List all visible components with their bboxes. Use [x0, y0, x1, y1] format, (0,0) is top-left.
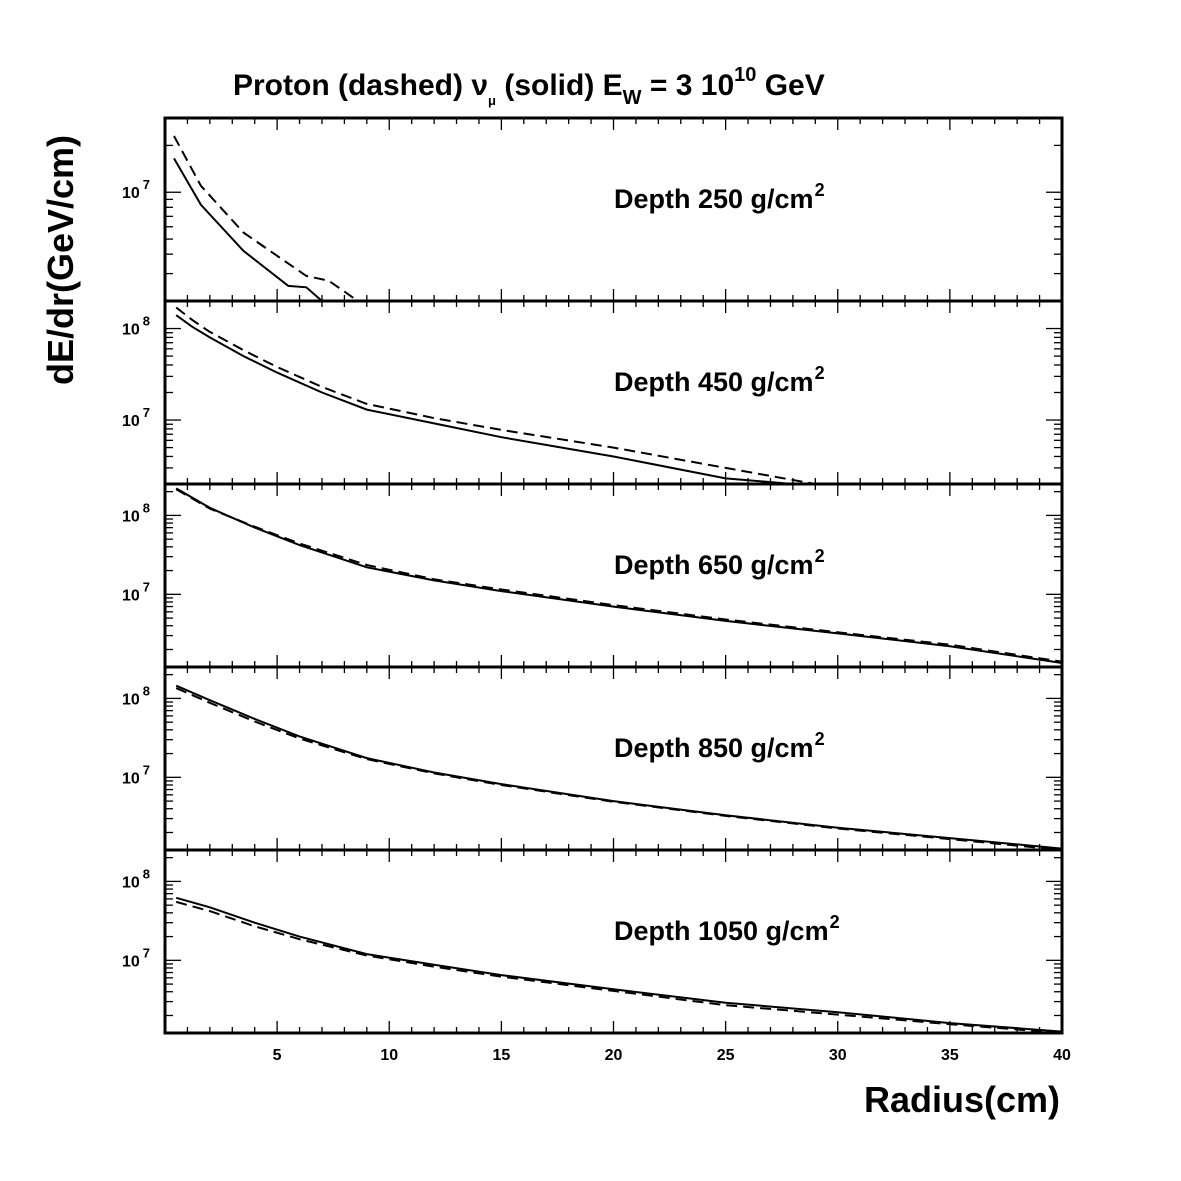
series-line-dashed: [175, 306, 816, 484]
depth-label: Depth 850 g/cm2: [614, 729, 825, 763]
y-tick-label: 107: [122, 762, 150, 787]
depth-label: Depth 450 g/cm2: [614, 363, 825, 397]
x-tick-label: 20: [605, 1047, 623, 1064]
y-tick-label: 107: [122, 405, 150, 430]
series-line-dashed: [173, 135, 359, 301]
series-line-solid: [175, 896, 1062, 1033]
panel-1: 107 Depth 250 g/cm2: [122, 116, 1064, 303]
x-tick-labels: 5 10 15 20 25 30 35 40: [273, 1047, 1071, 1064]
depth-label: Depth 250 g/cm2: [614, 180, 825, 214]
depth-label: Depth 1050 g/cm2: [614, 912, 840, 946]
y-tick-label: 108: [122, 500, 150, 525]
x-tick-label: 40: [1053, 1047, 1071, 1064]
title-mu: μ: [488, 93, 496, 108]
series-line-solid: [175, 684, 1062, 850]
panel-frame: [163, 848, 1064, 1035]
x-tick-label: 25: [717, 1047, 735, 1064]
y-tick-label: 107: [122, 177, 150, 202]
title-suffix: GeV: [756, 69, 824, 102]
title-nu: ν: [471, 69, 488, 102]
x-tick-label: 30: [829, 1047, 847, 1064]
panel-4: 108 107 Depth 850 g/cm2: [122, 665, 1064, 852]
x-axis-label: Radius(cm): [864, 1079, 1060, 1120]
series-line-solid: [175, 314, 793, 484]
series-line-solid: [173, 157, 323, 301]
chart-title: Proton (dashed) νμ (solid) EW = 3 1010 G…: [233, 64, 825, 109]
y-tick-label: 107: [122, 945, 150, 970]
depth-label: Depth 650 g/cm2: [614, 546, 825, 580]
x-tick-label: 5: [273, 1047, 282, 1064]
title-prefix: Proton (dashed): [233, 69, 471, 102]
x-tick-label: 15: [492, 1047, 510, 1064]
series-line-dashed: [175, 488, 1062, 663]
y-tick-label: 108: [122, 866, 150, 891]
y-tick-label: 107: [122, 579, 150, 604]
x-tick-label: 35: [941, 1047, 959, 1064]
title-middle: (solid) E: [496, 69, 623, 102]
x-tick-label: 10: [380, 1047, 398, 1064]
y-axis-label: dE/dr(GeV/cm): [40, 135, 81, 385]
panel-5: 108 107 Depth 1050 g/cm2: [122, 848, 1064, 1035]
series-line-dashed: [175, 687, 1062, 850]
series-line-dashed: [175, 900, 1062, 1033]
y-tick-label: 108: [122, 683, 150, 708]
title-exponent: 10: [734, 64, 756, 86]
panel-3: 108 107 Depth 650 g/cm2: [122, 482, 1064, 669]
title-w-subscript: W: [623, 87, 642, 109]
series-line-solid: [175, 487, 1062, 664]
title-eq: = 3 10: [642, 69, 735, 102]
y-tick-label: 108: [122, 314, 150, 339]
panel-2: 108 107 Depth 450 g/cm2: [122, 299, 1064, 486]
